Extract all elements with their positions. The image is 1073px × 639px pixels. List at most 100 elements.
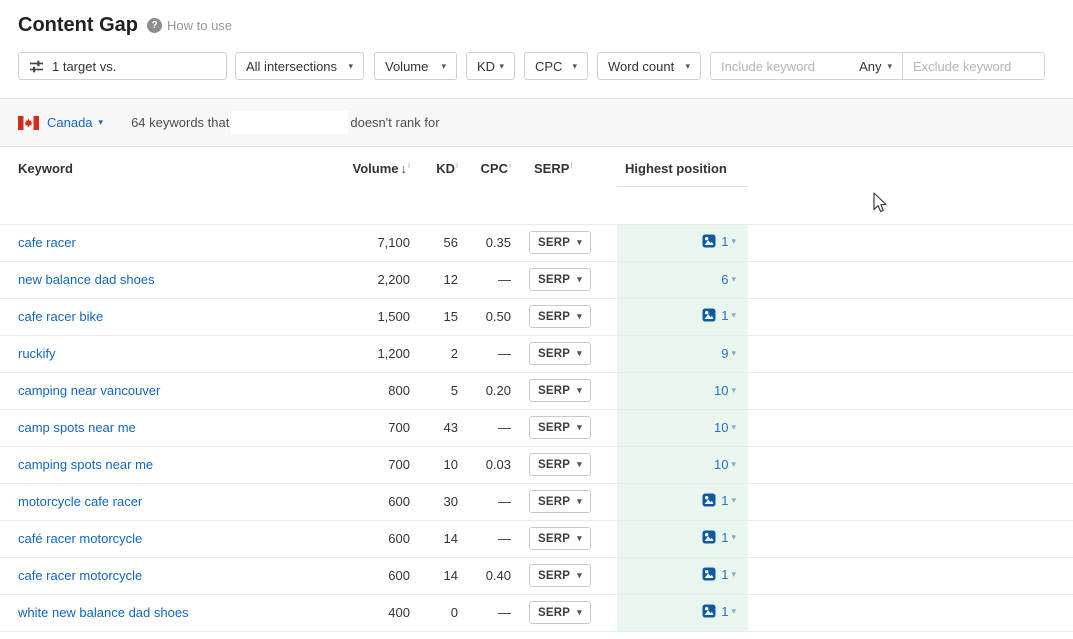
highest-position-cell: 1 ▾ (617, 520, 748, 557)
serp-dropdown-button[interactable]: SERP ▾ (529, 490, 591, 513)
chevron-down-icon: ▾ (577, 348, 582, 358)
include-mode-label: Any (859, 58, 882, 74)
exclude-keyword-input[interactable] (913, 58, 1034, 74)
serp-cell: SERP ▾ (513, 261, 617, 298)
keyword-cell: camping spots near me (0, 446, 348, 483)
position-dropdown[interactable]: 6 ▾ (721, 272, 736, 287)
highest-position-cell: 1 ▾ (617, 224, 748, 261)
position-dropdown[interactable]: 1 ▾ (702, 567, 736, 582)
target-selector-label: 1 target vs. (52, 58, 117, 74)
volume-filter-dropdown[interactable]: Volume ▾ (374, 52, 457, 80)
keyword-link[interactable]: camping spots near me (18, 457, 154, 472)
position-dropdown[interactable]: 1 ▾ (702, 234, 736, 249)
image-thumbnail-icon (702, 493, 716, 507)
volume-cell: 7,100 (377, 235, 410, 250)
serp-dropdown-button[interactable]: SERP ▾ (529, 379, 591, 402)
serp-dropdown-button[interactable]: SERP ▾ (529, 231, 591, 254)
position-dropdown[interactable]: 1 ▾ (702, 308, 736, 323)
country-dropdown[interactable]: Canada ▾ (18, 115, 103, 130)
intersections-label: All intersections (246, 58, 338, 74)
position-dropdown[interactable]: 10 ▾ (714, 420, 736, 435)
volume-cell: 1,200 (377, 346, 410, 361)
serp-button-label: SERP (538, 606, 571, 619)
table-row: camping spots near me 700 10 0.03 SERP ▾ 10 ▾ (0, 446, 1073, 483)
keyword-link[interactable]: cafe racer bike (18, 309, 104, 324)
kd-filter-dropdown[interactable]: KD ▾ (466, 52, 515, 80)
volume-cell: 600 (388, 568, 410, 583)
position-dropdown[interactable]: 1 ▾ (702, 493, 736, 508)
serp-dropdown-button[interactable]: SERP ▾ (529, 453, 591, 476)
position-dropdown[interactable]: 9 ▾ (721, 346, 736, 361)
keyword-link[interactable]: white new balance dad shoes (18, 605, 189, 620)
question-mark-icon: ? (147, 17, 162, 33)
table-row: camping near vancouver 800 5 0.20 SERP ▾ 10 ▾ (0, 372, 1073, 409)
target-selector-button[interactable]: 1 target vs. (18, 52, 227, 80)
cpc-filter-dropdown[interactable]: CPC ▾ (524, 52, 588, 80)
filter-bar: 1 target vs. All intersections ▾ Volume … (18, 52, 1045, 80)
serp-dropdown-button[interactable]: SERP ▾ (529, 305, 591, 328)
cpc-cell: — (498, 346, 511, 361)
how-to-use-link[interactable]: ? How to use (147, 17, 232, 33)
serp-dropdown-button[interactable]: SERP ▾ (529, 527, 591, 550)
serp-cell: SERP ▾ (513, 446, 617, 483)
column-header-keyword[interactable]: Keyword (18, 161, 73, 176)
info-icon: i (456, 160, 458, 170)
keyword-link[interactable]: camping near vancouver (18, 383, 161, 398)
image-thumbnail-icon (702, 308, 716, 322)
chevron-down-icon: ▾ (577, 496, 582, 506)
serp-cell: SERP ▾ (513, 594, 617, 631)
page-header: Content Gap ? How to use (18, 14, 232, 36)
cpc-filter-label: CPC (535, 58, 563, 74)
keyword-link[interactable]: ruckify (18, 346, 56, 361)
column-header-kd[interactable]: KDi (436, 160, 458, 176)
volume-cell: 600 (388, 494, 410, 509)
position-dropdown[interactable]: 1 ▾ (702, 530, 736, 545)
position-value: 1 (721, 566, 729, 582)
include-keyword-input[interactable] (721, 58, 854, 74)
serp-dropdown-button[interactable]: SERP ▾ (529, 416, 591, 439)
serp-cell: SERP ▾ (513, 520, 617, 557)
highest-position-cell: 9 ▾ (617, 335, 748, 372)
position-value: 1 (721, 492, 729, 508)
position-value: 10 (714, 457, 729, 472)
keyword-link[interactable]: new balance dad shoes (18, 272, 155, 287)
serp-dropdown-button[interactable]: SERP ▾ (529, 342, 591, 365)
column-header-highest-position[interactable]: Highest position (617, 146, 748, 224)
serp-dropdown-button[interactable]: SERP ▾ (529, 601, 591, 624)
chevron-down-icon: ▾ (731, 568, 736, 579)
position-dropdown[interactable]: 10 ▾ (714, 383, 736, 398)
cpc-cell: 0.20 (485, 383, 511, 398)
chevron-down-icon: ▾ (731, 531, 736, 542)
keyword-link[interactable]: cafe racer (18, 235, 76, 250)
intersections-dropdown[interactable]: All intersections ▾ (235, 52, 364, 80)
serp-dropdown-button[interactable]: SERP ▾ (529, 268, 591, 291)
kd-cell: 10 (443, 457, 458, 472)
position-dropdown[interactable]: 1 ▾ (702, 604, 736, 619)
row-filler (748, 483, 1073, 520)
keyword-link[interactable]: camp spots near me (18, 420, 136, 435)
include-mode-dropdown[interactable]: Any ▾ (853, 59, 892, 74)
highest-position-cell: 10 ▾ (617, 446, 748, 483)
keyword-link[interactable]: cafe racer motorcycle (18, 568, 143, 583)
highest-position-cell: 6 ▾ (617, 261, 748, 298)
column-header-serp[interactable]: SERPi (534, 160, 573, 176)
info-icon: i (509, 160, 511, 170)
serp-dropdown-button[interactable]: SERP ▾ (529, 564, 591, 587)
volume-cell: 1,500 (377, 309, 410, 324)
serp-button-label: SERP (538, 532, 571, 545)
image-thumbnail-icon (702, 567, 716, 581)
word-count-filter-dropdown[interactable]: Word count ▾ (597, 52, 701, 80)
keyword-link[interactable]: motorcycle cafe racer (18, 494, 143, 509)
column-header-volume[interactable]: Volume ↓i (352, 160, 411, 176)
serp-button-label: SERP (538, 310, 571, 323)
keyword-link[interactable]: café racer motorcycle (18, 531, 143, 546)
chevron-down-icon: ▾ (887, 60, 892, 71)
column-header-cpc[interactable]: CPCi (480, 160, 511, 176)
highest-position-cell: 1 ▾ (617, 483, 748, 520)
filter-sliders-icon (29, 59, 44, 74)
chevron-down-icon: ▾ (577, 237, 582, 247)
chevron-down-icon: ▾ (499, 60, 504, 71)
position-dropdown[interactable]: 10 ▾ (714, 457, 736, 472)
serp-button-label: SERP (538, 384, 571, 397)
serp-cell: SERP ▾ (513, 483, 617, 520)
